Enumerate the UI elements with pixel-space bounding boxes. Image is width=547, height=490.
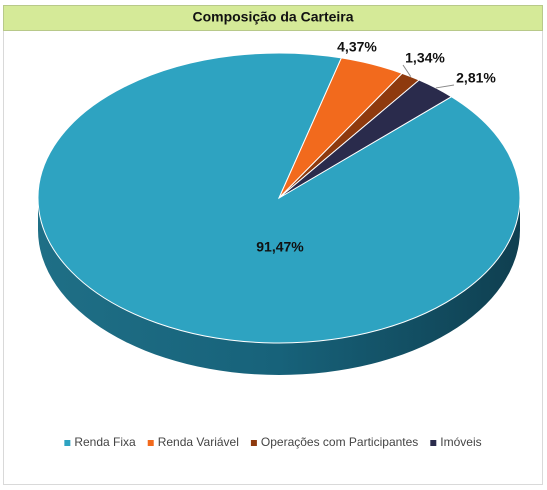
legend-swatch (64, 440, 71, 446)
chart-title: Composição da Carteira (192, 9, 353, 25)
legend-swatch (147, 440, 154, 446)
legend-swatch (430, 440, 437, 446)
pie-side (38, 198, 520, 375)
data-label: 4,37% (337, 39, 377, 55)
data-label: 2,81% (456, 70, 496, 86)
legend-label: Imóveis (440, 435, 481, 449)
leader-line (435, 84, 455, 89)
data-label: 91,47% (256, 239, 304, 255)
legend-label: Renda Variável (158, 435, 239, 449)
legend-label: Operações com Participantes (261, 435, 418, 449)
leader-line (402, 64, 412, 77)
legend-swatch (250, 440, 257, 446)
legend-label: Renda Fixa (74, 435, 136, 449)
data-label: 1,34% (405, 50, 445, 66)
title-bar (3, 5, 543, 31)
